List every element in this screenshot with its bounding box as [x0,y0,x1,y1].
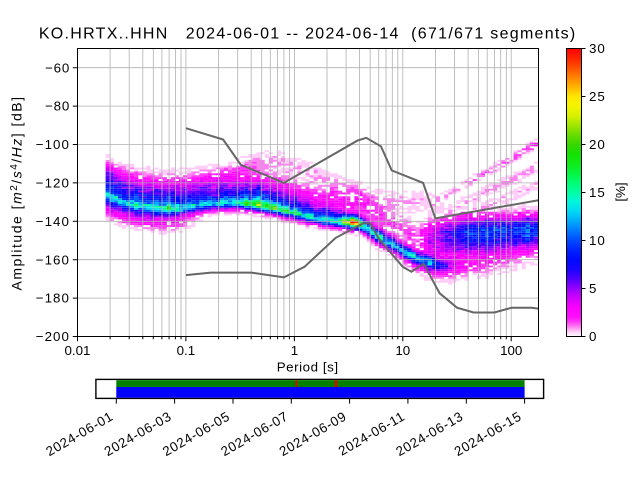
svg-text:[%]: [%] [613,182,628,201]
svg-text:1: 1 [291,343,298,358]
svg-text:0: 0 [589,329,597,344]
svg-text:−140: −140 [36,214,70,229]
svg-text:Amplitude [m2/s4/Hz] [dB]: Amplitude [m2/s4/Hz] [dB] [9,96,25,291]
svg-text:100: 100 [500,343,522,358]
svg-text:−200: −200 [36,329,70,344]
svg-text:−180: −180 [36,291,70,306]
svg-text:10: 10 [589,233,606,248]
svg-text:−80: −80 [45,99,70,114]
svg-text:15: 15 [589,185,606,200]
svg-text:10: 10 [395,343,410,358]
svg-text:0.01: 0.01 [65,343,91,358]
svg-text:−60: −60 [45,60,70,75]
svg-text:0.1: 0.1 [177,343,196,358]
svg-text:−100: −100 [36,137,70,152]
svg-text:25: 25 [589,89,606,104]
svg-text:20: 20 [589,137,606,152]
svg-text:30: 30 [589,41,606,56]
svg-text:Period [s]: Period [s] [277,360,339,375]
svg-text:KO.HRTX..HHN 2024-06-01 -- 2: KO.HRTX..HHN 2024-06-01 -- 2024-06-14 (6… [39,26,577,43]
svg-text:−120: −120 [36,176,70,191]
svg-text:−160: −160 [36,252,70,267]
svg-text:5: 5 [589,281,597,296]
